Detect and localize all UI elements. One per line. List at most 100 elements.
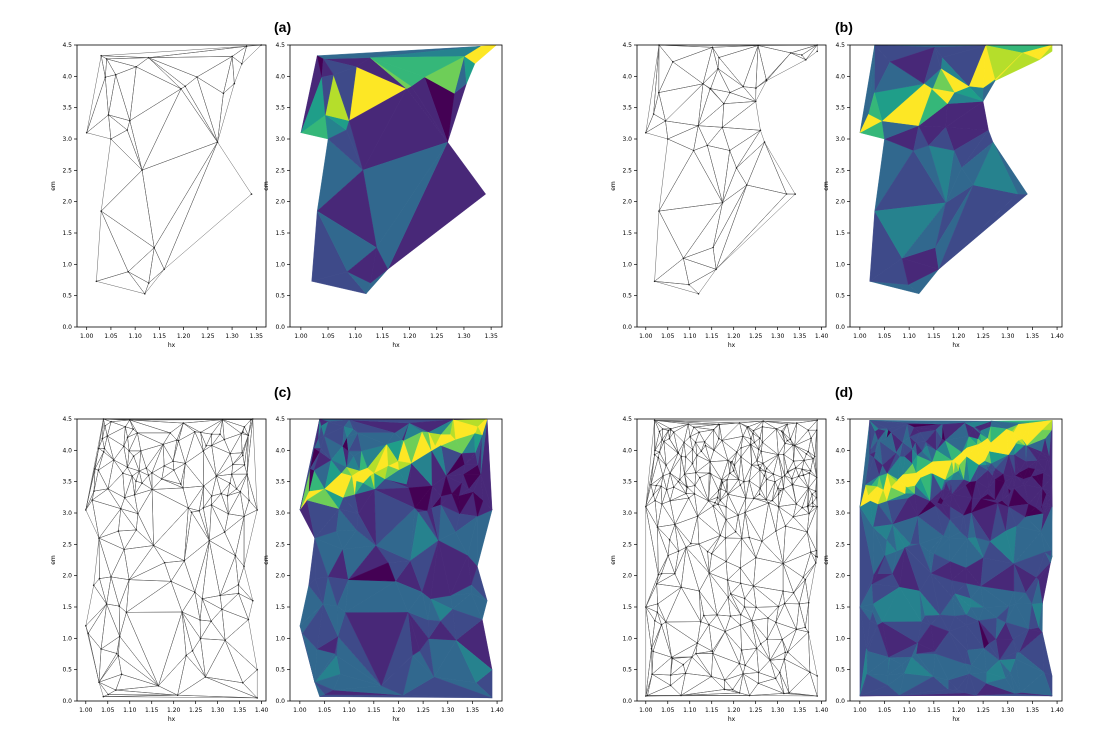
mesh-triangle <box>215 473 232 484</box>
mesh-triangle <box>647 685 682 696</box>
mesh-triangle <box>687 423 695 438</box>
heatmap-cell <box>887 423 908 433</box>
mesh-triangle <box>712 504 727 520</box>
mesh-triangle <box>749 683 784 696</box>
sample-point <box>256 509 259 511</box>
sample-point <box>687 423 689 425</box>
sample-point <box>247 618 250 621</box>
sample-point <box>752 432 754 435</box>
sample-point <box>786 423 788 426</box>
sample-point <box>729 472 731 474</box>
sample-point <box>250 193 253 195</box>
sample-point <box>743 606 746 608</box>
heatmap-cells <box>859 44 1053 295</box>
mesh-triangle <box>216 464 234 477</box>
mesh-triangle <box>118 508 137 532</box>
y-tick-label: 0.0 <box>835 324 845 331</box>
mesh-triangle <box>727 567 741 584</box>
sample-point <box>182 487 184 489</box>
sample-point <box>812 505 814 508</box>
axes-frame <box>636 418 827 702</box>
sample-point <box>699 620 702 623</box>
heatmap-cell <box>480 474 493 511</box>
mesh-triangle <box>717 500 727 508</box>
y-tick-label: 2.0 <box>275 573 285 580</box>
mesh-triangle <box>645 113 666 134</box>
mesh-triangle <box>769 658 785 673</box>
mesh-triangle <box>751 617 769 640</box>
y-tick-label: 0.5 <box>835 293 845 300</box>
y-tick-label: 3.0 <box>62 510 72 517</box>
mesh-triangle <box>203 450 217 487</box>
x-tick-label: 1.00 <box>79 707 93 714</box>
mesh-triangle <box>707 535 721 555</box>
mesh-triangle <box>658 44 674 93</box>
sample-point <box>670 656 673 659</box>
heatmap-cell <box>868 91 883 122</box>
mesh-triangle <box>712 502 719 507</box>
mesh-triangle <box>787 629 809 653</box>
heatmap-cell <box>872 524 893 541</box>
mesh-triangle <box>767 605 779 623</box>
mesh-triangle <box>742 45 759 89</box>
sample-point <box>141 482 143 484</box>
sample-point <box>791 477 793 480</box>
mesh-triangle <box>645 674 653 697</box>
mesh-triangle <box>244 418 252 437</box>
mesh-triangle <box>123 529 155 550</box>
sample-point <box>713 449 715 451</box>
mesh-triangle <box>762 426 777 443</box>
x-tick-label: 1.25 <box>201 333 215 340</box>
sample-point <box>816 419 818 422</box>
mesh-triangle <box>86 55 106 133</box>
sample-point <box>693 493 696 495</box>
sample-point <box>759 643 762 645</box>
mesh-triangle <box>680 547 700 592</box>
x-tick-label: 1.10 <box>902 333 916 340</box>
mesh-triangle <box>242 669 258 699</box>
sample-point <box>763 141 766 143</box>
mesh-triangle <box>222 419 245 434</box>
mesh-triangle <box>716 614 731 633</box>
sample-point <box>161 478 163 480</box>
heatmap-cell <box>407 611 429 652</box>
sample-point <box>759 437 761 439</box>
sample-point <box>783 474 786 477</box>
sample-point <box>782 562 784 565</box>
sample-point <box>814 490 817 493</box>
mesh-triangle <box>782 563 794 594</box>
sample-point <box>765 467 768 470</box>
y-tick-label: 4.0 <box>62 73 72 80</box>
sample-point <box>815 429 818 432</box>
mesh-triangle <box>100 635 121 654</box>
sample-point <box>716 614 718 616</box>
heatmap-cell <box>1039 451 1048 459</box>
mesh-triangle <box>645 500 658 528</box>
mesh-triangle <box>211 433 225 446</box>
mesh-triangle <box>683 656 693 675</box>
mesh-triangle <box>103 694 258 699</box>
mesh-triangle <box>721 436 744 453</box>
mesh-triangle <box>98 451 115 471</box>
mesh-triangle <box>782 590 795 605</box>
sample-point <box>782 453 785 456</box>
sample-point <box>144 293 146 295</box>
y-tick-label: 1.0 <box>275 261 285 268</box>
mesh-triangle <box>93 578 107 605</box>
sample-point <box>645 131 647 134</box>
sample-point <box>729 461 732 464</box>
sample-point <box>682 257 685 260</box>
sample-point <box>748 536 750 539</box>
sample-point <box>243 426 246 428</box>
sample-point <box>759 467 761 469</box>
sample-point <box>792 592 795 594</box>
x-tick-label: 1.25 <box>976 333 990 340</box>
mesh-triangle <box>153 141 218 270</box>
mesh-triangle <box>162 439 178 462</box>
sample-point <box>202 450 205 452</box>
x-tick-label: 1.20 <box>727 707 741 714</box>
heatmap-cell <box>1024 503 1036 518</box>
sample-point <box>740 613 742 616</box>
sample-point <box>651 673 653 675</box>
mesh-triangle <box>695 454 711 474</box>
